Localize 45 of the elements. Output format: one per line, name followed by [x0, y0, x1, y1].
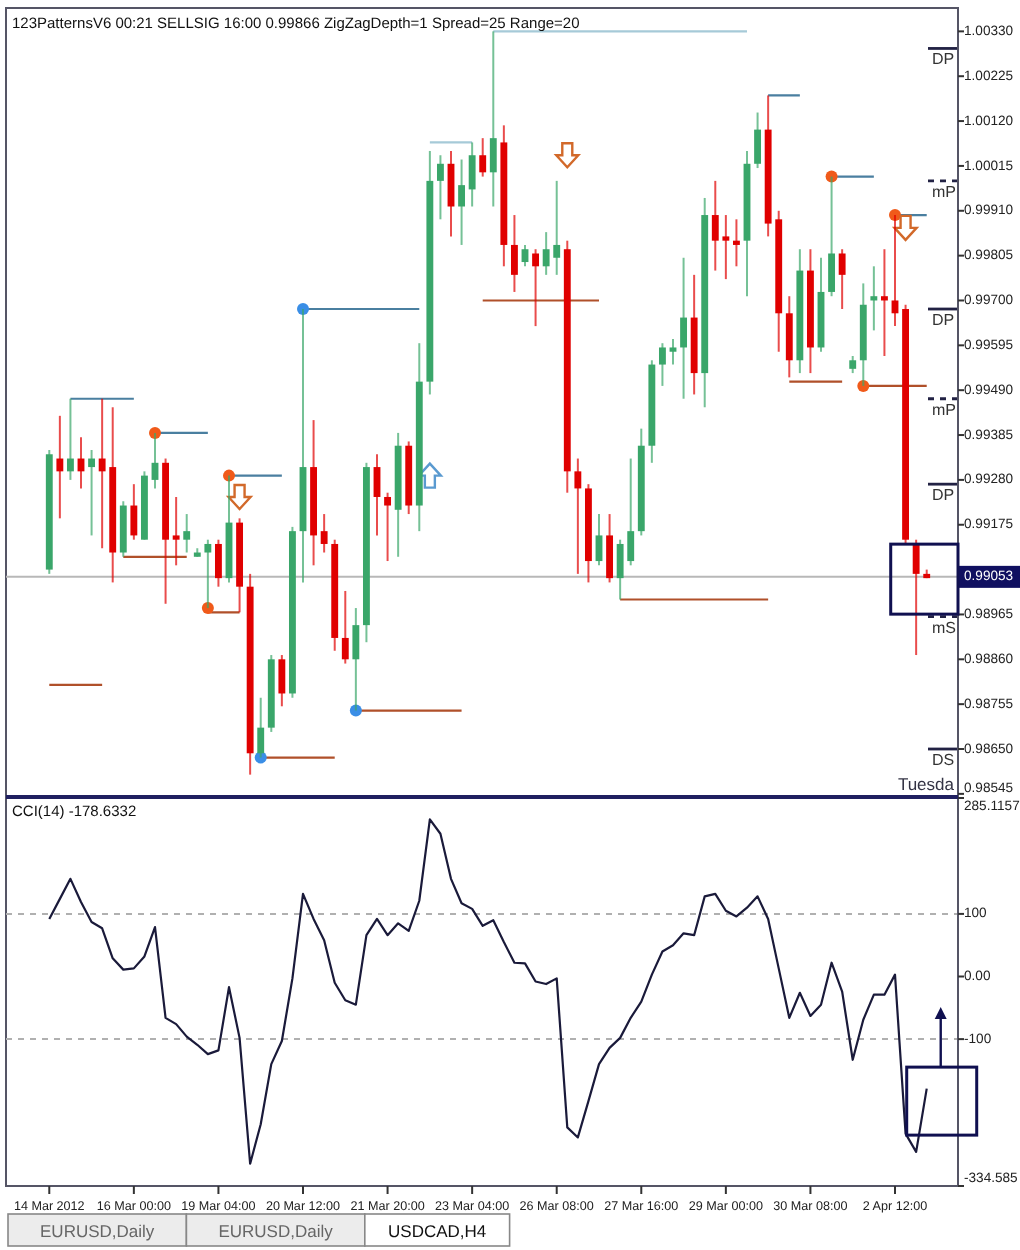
annotation: Tuesda	[897, 774, 955, 794]
point	[227, 483, 252, 511]
candlestick	[785, 295, 793, 379]
ref-line-label: mS	[932, 618, 956, 637]
text: EURUSD,Daily	[40, 1221, 156, 1241]
candlestick	[754, 111, 762, 170]
ref-line-label: DS	[932, 751, 955, 770]
candlestick	[119, 500, 127, 558]
candlestick	[56, 414, 64, 520]
candlestick	[658, 342, 666, 387]
candlestick	[214, 538, 222, 588]
candlestick	[278, 654, 286, 708]
candlestick	[669, 337, 677, 366]
candlestick	[436, 154, 444, 221]
text: USDCAD,H4	[388, 1221, 487, 1241]
candlestick	[458, 158, 466, 246]
candlestick	[66, 397, 74, 481]
candlestick	[574, 457, 582, 575]
point	[893, 214, 918, 242]
candlestick	[510, 214, 518, 293]
candlestick	[680, 256, 688, 400]
ref-line-label: DP	[932, 311, 955, 330]
candlestick	[880, 248, 888, 358]
candlestick	[912, 538, 920, 657]
candlestick	[384, 491, 392, 563]
ref-line-label: DP	[932, 50, 955, 69]
candlestick	[130, 483, 138, 541]
ref-line-label: mP	[932, 400, 956, 419]
ref-line-label: mP	[932, 182, 956, 201]
candlestick	[870, 265, 878, 332]
candlestick	[732, 218, 740, 268]
candlestick	[88, 448, 96, 537]
candlestick	[320, 513, 328, 554]
candlestick	[468, 141, 476, 208]
candlestick	[172, 495, 180, 567]
candlestick	[479, 137, 487, 178]
candlestick	[606, 513, 614, 584]
point	[555, 142, 580, 169]
text: EURUSD,Daily	[218, 1221, 335, 1241]
candlestick	[532, 248, 540, 328]
candlestick	[489, 30, 497, 208]
candlestick	[183, 513, 191, 554]
ref-line-label: DP	[932, 486, 955, 505]
candlestick	[341, 589, 349, 665]
candlestick	[838, 248, 846, 311]
